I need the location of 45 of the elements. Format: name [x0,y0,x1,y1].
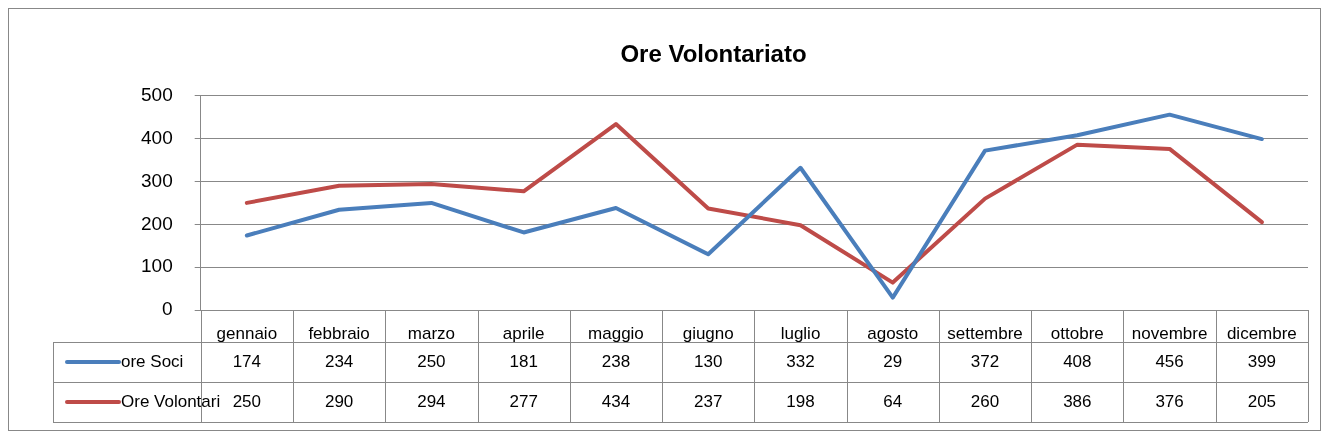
data-label: 294 [417,391,446,411]
data-label: 376 [1155,391,1184,411]
y-tick-label: 200 [141,212,173,234]
data-label: 237 [694,391,723,411]
data-label: 260 [970,391,1000,411]
x-tick-label: aprile [502,323,545,343]
data-label: 399 [1247,351,1277,371]
data-label: 434 [601,391,631,411]
x-tick-label: settembre [947,323,1023,343]
data-label: 456 [1155,351,1184,371]
x-tick-label: febbraio [308,323,370,343]
legend-label: ore Soci [121,351,184,371]
y-tick-label: 300 [141,169,173,191]
x-tick-label: gennaio [216,323,278,343]
data-label: 198 [786,391,815,411]
data-label: 408 [1063,351,1092,371]
y-tick-label: 0 [162,298,173,320]
x-tick-label: maggio [588,323,644,343]
y-tick-label: 100 [141,255,173,277]
chart-title: Ore Volontariato [620,40,807,68]
x-tick-label: agosto [867,323,919,343]
x-tick-label: marzo [407,323,456,343]
y-tick-label: 500 [141,84,173,106]
data-label: 64 [883,391,903,411]
x-tick-label: ottobre [1050,323,1104,343]
data-label: 130 [694,351,723,371]
legend-label: Ore Volontari [121,391,221,411]
data-label: 234 [324,351,354,371]
data-label: 238 [601,351,631,371]
data-label: 29 [883,351,903,371]
data-label: 372 [970,351,1000,371]
data-label: 290 [324,391,354,411]
data-label: 277 [509,391,538,411]
x-tick-label: giugno [682,323,734,343]
x-tick-label: novembre [1131,323,1208,343]
data-label: 205 [1247,391,1277,411]
x-tick-label: dicembre [1226,323,1297,343]
data-label: 332 [786,351,815,371]
data-label: 250 [417,351,446,371]
x-tick-label: luglio [780,323,821,343]
data-label: 174 [232,351,262,371]
data-label: 386 [1063,391,1092,411]
y-tick-label: 400 [141,126,173,148]
data-label: 181 [509,351,538,371]
data-label: 250 [232,391,262,411]
